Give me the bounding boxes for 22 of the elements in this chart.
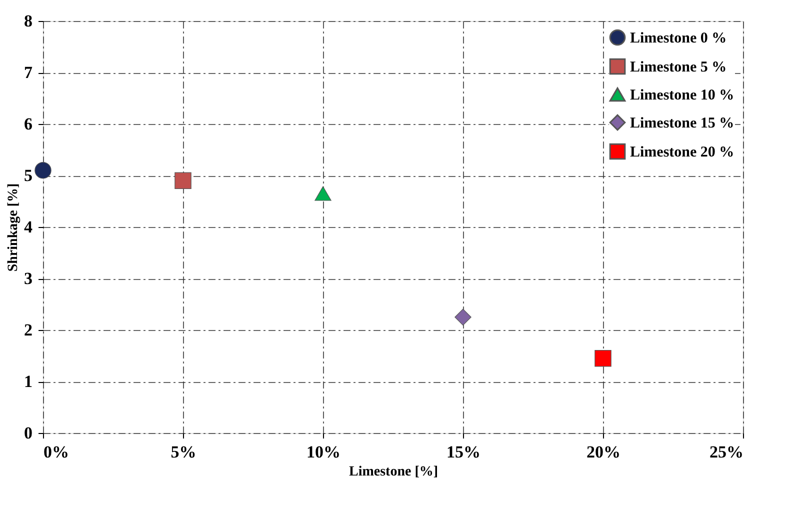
x-tick-label: 10% (306, 442, 340, 462)
y-tick-label: 0 (24, 424, 32, 442)
legend-label: Limestone 0 % (630, 30, 727, 46)
y-tick-label: 8 (24, 12, 32, 30)
legend-label: Limestone 10 % (630, 88, 734, 104)
y-tick-label: 2 (24, 320, 32, 340)
y-tick-label: 3 (24, 269, 32, 288)
x-tick-label: 15% (446, 442, 480, 462)
legend-label: Limestone 20 % (630, 144, 734, 160)
x-axis-title: Limestone [%] (348, 464, 438, 480)
legend-label: Limestone 15 % (630, 116, 734, 132)
y-tick-label: 6 (24, 114, 32, 134)
y-tick-label: 4 (24, 218, 33, 236)
y-axis-title: Shrinkage [%] (6, 183, 21, 272)
legend-label: Limestone 5 % (630, 60, 727, 76)
y-tick-label: 1 (24, 372, 32, 391)
x-tick-label: 0% (44, 442, 69, 462)
y-tick-label: 7 (24, 63, 33, 82)
y-tick-label: 5 (24, 166, 32, 185)
x-tick-label: 20% (586, 442, 620, 462)
x-tick-label: 25% (710, 442, 744, 462)
x-tick-label: 5% (170, 442, 196, 462)
